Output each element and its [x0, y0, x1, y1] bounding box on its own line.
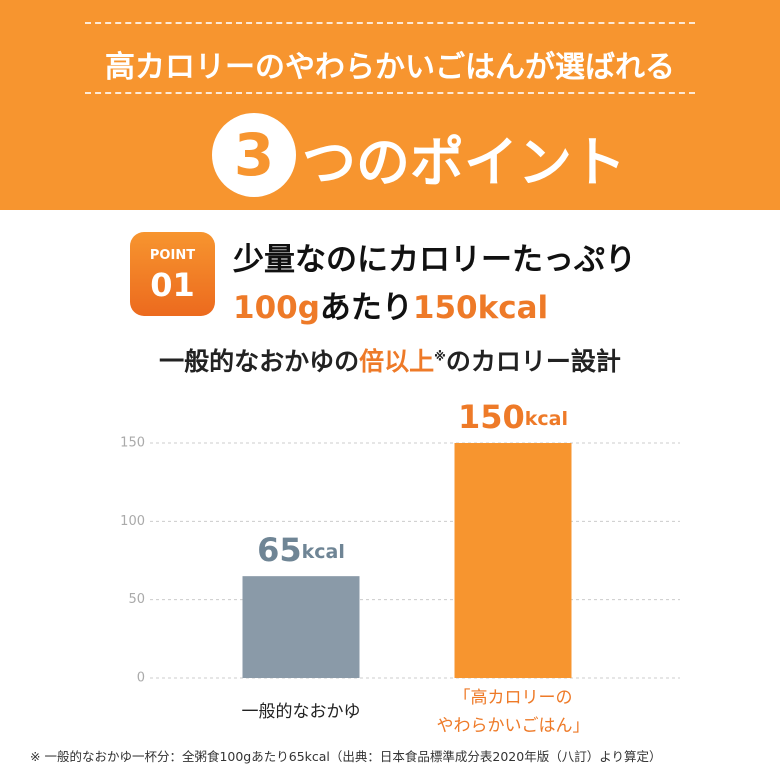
- header-title: 高カロリーのやわらかいごはんが選ばれる: [105, 50, 675, 85]
- text: のカロリー設計: [445, 347, 621, 376]
- y-tick-label: 100: [120, 514, 145, 529]
- footnote: ※ 一般的なおかゆ一杯分：全粥食100gあたり65kcal（出典：日本食品標準成…: [30, 749, 662, 764]
- highlight: 倍以上: [359, 347, 435, 376]
- header: 高カロリーのやわらかいごはんが選ばれる 3 つのポイント: [0, 0, 780, 210]
- divider: [85, 22, 695, 24]
- value-number: 150: [458, 398, 525, 436]
- y-tick-label: 0: [137, 671, 145, 686]
- value-number: 65: [257, 531, 302, 569]
- number-circle: 3: [212, 113, 296, 197]
- value-label: 150kcal: [458, 398, 568, 436]
- note-mark: ※: [434, 349, 446, 364]
- heading-line2: 100gあたり150kcal: [233, 282, 548, 327]
- point-badge: POINT 01: [130, 232, 215, 316]
- bar: [242, 576, 360, 678]
- highlight: 100g: [233, 290, 320, 326]
- chart-title: 一般的なおかゆの倍以上※のカロリー設計: [0, 342, 780, 378]
- text: 一般的なおかゆの: [159, 347, 360, 376]
- divider: [85, 92, 695, 94]
- value-unit: kcal: [525, 408, 568, 430]
- value-label: 65kcal: [257, 531, 345, 569]
- header-title2: つのポイント: [302, 131, 626, 194]
- highlight: 150kcal: [412, 290, 549, 326]
- value-unit: kcal: [302, 541, 345, 563]
- point-number: 01: [150, 266, 195, 304]
- heading: 少量なのにカロリーたっぷり: [233, 242, 636, 278]
- y-tick-label: 50: [128, 592, 145, 607]
- x-tick-label: 一般的なおかゆ: [241, 702, 361, 722]
- bar: [454, 443, 572, 678]
- x-tick-label: 「高カロリーの やわらかいごはん」: [436, 688, 590, 736]
- point-label: POINT: [149, 248, 196, 263]
- text: あたり: [319, 290, 413, 326]
- y-tick-label: 150: [120, 436, 145, 451]
